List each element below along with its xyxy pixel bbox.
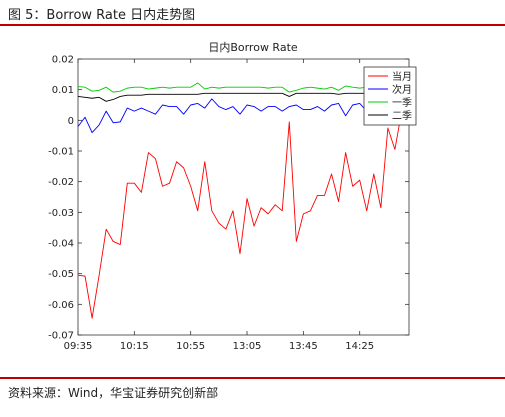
y-tick-label: -0.01 (48, 147, 74, 158)
legend-label: 二季 (392, 110, 412, 122)
series-line-2 (77, 90, 410, 134)
y-tick-label: 0.02 (52, 55, 74, 66)
y-tick-label: -0.07 (48, 331, 74, 342)
y-tick-label: -0.05 (48, 269, 74, 280)
x-tick-label: 10:55 (176, 341, 205, 352)
y-tick-label: 0.01 (52, 85, 74, 96)
x-tick-label: 13:05 (233, 341, 262, 352)
legend-label: 当月 (392, 70, 412, 83)
source-note: 资料来源：Wind，华宝证券研究创新部 (8, 386, 219, 400)
top-divider (0, 24, 505, 26)
x-tick-label: 13:45 (289, 341, 318, 352)
series-line-3 (77, 82, 409, 93)
chart-title: 日内Borrow Rate (208, 40, 298, 54)
plot-area (77, 58, 410, 336)
y-axis: 0.02 0.01 0 -0.01 -0.02 -0.03 -0.04 -0.05 -0.06 -… (48, 55, 409, 342)
series-layer (77, 82, 410, 319)
y-tick-label: -0.04 (48, 239, 74, 250)
y-tick-label: -0.06 (48, 300, 74, 311)
line-chart: 日内Borrow Rate 0.02 0.01 0 -0.01 -0.02 -0.03 -0… (48, 40, 417, 352)
x-tick-label: 10:15 (120, 341, 149, 352)
series-line-1 (77, 91, 410, 319)
y-tick-label: -0.02 (48, 177, 74, 188)
x-tick-label: 09:35 (64, 341, 93, 352)
y-tick-label: 0 (68, 116, 74, 127)
bottom-divider (0, 377, 505, 379)
series-line-4 (77, 92, 409, 102)
y-tick-label: -0.03 (48, 208, 74, 219)
legend-label: 次月 (392, 83, 412, 96)
x-tick-label: 14:25 (345, 341, 374, 352)
figure-title: 图 5：Borrow Rate 日内走势图 (8, 8, 196, 23)
legend-label: 一季 (392, 97, 412, 109)
x-axis: 09:35 10:15 10:55 13:05 13:45 14:25 (64, 59, 374, 352)
